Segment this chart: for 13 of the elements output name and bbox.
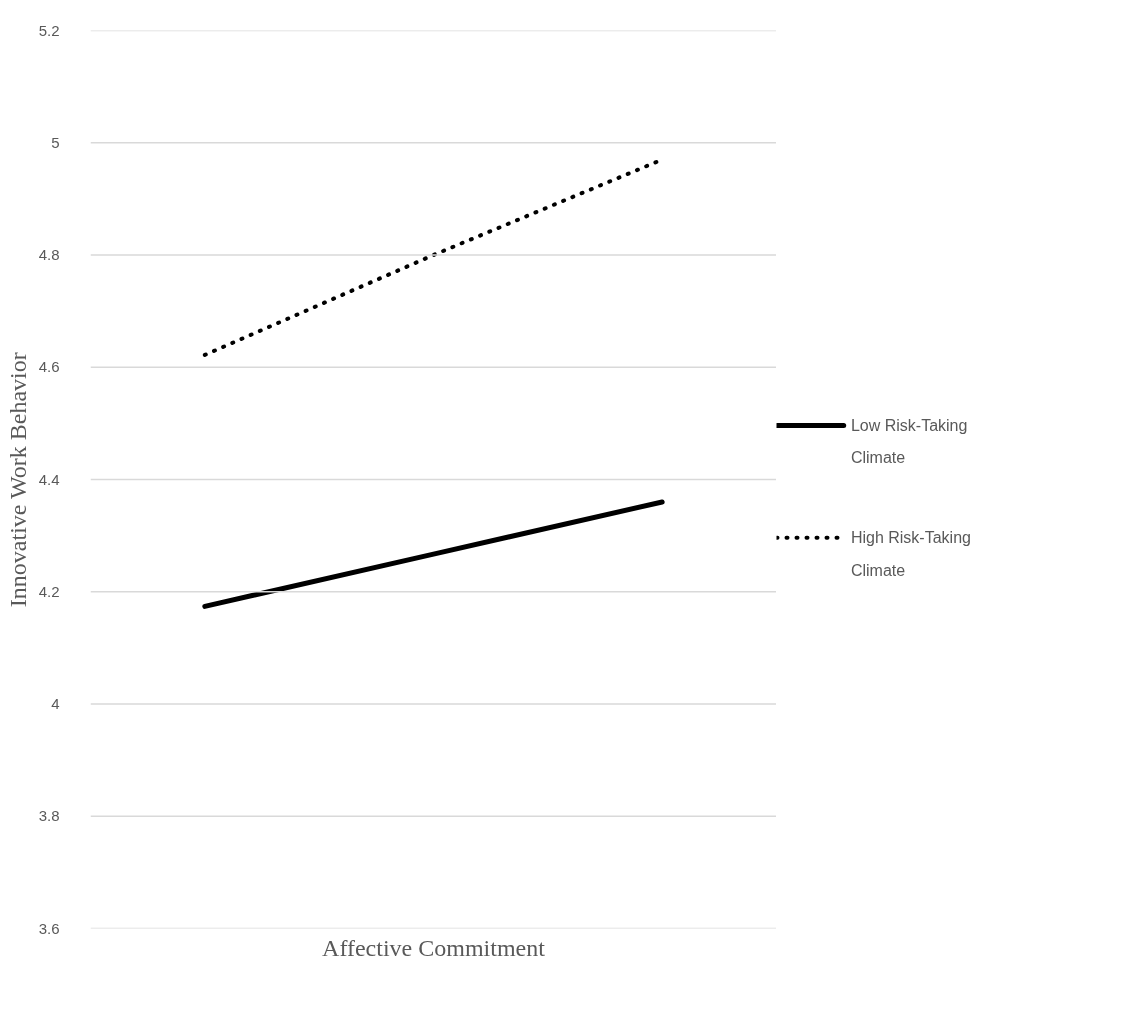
y-tick-label: 3.6 [38,919,60,937]
legend-label: Low Risk-Taking Climate [850,417,968,467]
y-tick-label: 4.2 [38,582,60,600]
y-tick-label: 3.8 [38,807,60,825]
y-tick-label: 4.8 [38,246,60,263]
legend-label: High Risk-Taking Climate [850,529,971,579]
x-axis-title: Affective Commitment [322,934,546,961]
y-tick-label: 4 [51,695,60,712]
y-tick-label: 5 [51,133,60,151]
y-axis-title: Innovative Work Behavior [4,352,31,608]
y-tick-label: 5.2 [38,21,60,39]
y-tick-label: 4.6 [38,358,60,376]
y-tick-label: 4.4 [38,470,60,488]
